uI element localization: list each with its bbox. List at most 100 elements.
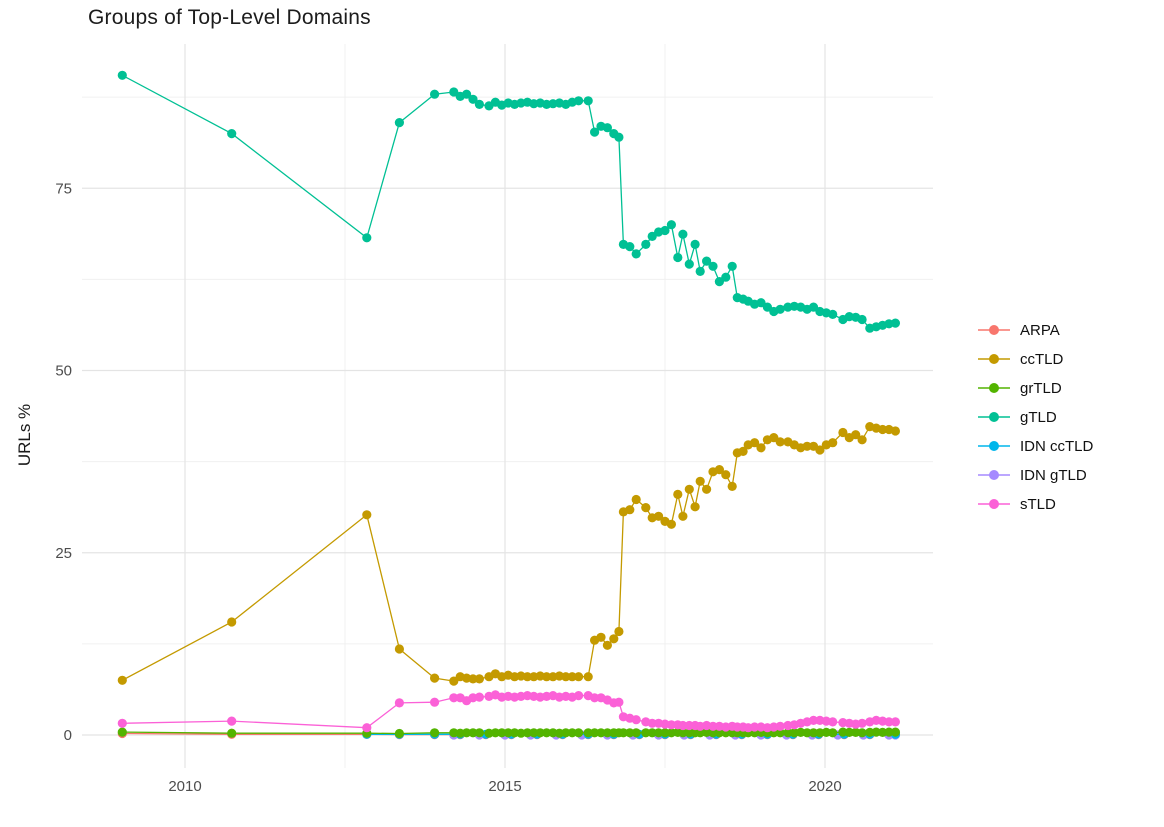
data-point	[602, 640, 613, 650]
data-point	[775, 437, 785, 447]
legend-item-grtld: grTLD	[977, 377, 1093, 399]
data-point	[857, 718, 867, 728]
data-point	[750, 438, 760, 448]
data-point	[857, 435, 867, 445]
data-point	[775, 304, 785, 314]
data-point	[673, 252, 683, 263]
data-point	[462, 89, 472, 99]
data-point	[474, 692, 484, 702]
data-point	[808, 728, 819, 738]
data-point	[227, 129, 237, 139]
data-point	[802, 441, 812, 451]
data-point	[567, 672, 577, 682]
data-point	[890, 426, 901, 436]
data-point	[695, 476, 705, 486]
x-tick-label: 2015	[488, 778, 521, 795]
data-point	[574, 691, 584, 701]
data-point	[815, 445, 825, 455]
legend-marker-icon	[978, 470, 1010, 480]
series-stld	[117, 690, 901, 733]
data-point	[625, 728, 635, 738]
data-point	[857, 314, 867, 325]
data-point	[844, 727, 854, 738]
data-point	[828, 438, 838, 448]
legend-marker-icon	[978, 354, 1010, 364]
data-point	[890, 318, 901, 328]
data-point	[708, 261, 718, 271]
data-point	[430, 697, 440, 707]
data-point	[474, 728, 484, 738]
data-point	[714, 277, 725, 287]
series-grtld	[117, 727, 901, 739]
data-point	[625, 505, 635, 515]
data-point	[678, 229, 688, 239]
y-tick-label: 75	[55, 180, 72, 197]
data-point	[727, 481, 737, 491]
data-point	[430, 89, 440, 99]
data-point	[838, 427, 848, 438]
data-point	[738, 446, 748, 456]
data-point	[394, 644, 404, 654]
data-point	[503, 728, 513, 738]
data-point	[660, 728, 670, 738]
legend-label: IDN gTLD	[1020, 466, 1087, 484]
data-point	[857, 728, 867, 738]
data-point	[362, 233, 372, 243]
data-point	[583, 96, 593, 106]
data-point	[561, 672, 571, 682]
data-point	[583, 672, 593, 682]
data-point	[647, 718, 657, 728]
data-point	[641, 239, 651, 249]
data-point	[522, 728, 533, 738]
data-point	[227, 617, 237, 627]
data-point	[727, 261, 737, 271]
data-point	[702, 484, 712, 494]
data-point	[117, 70, 127, 80]
data-point	[631, 249, 641, 259]
legend: ARPA ccTLD grTLD gTLD IDN ccTLD IDN gTLD sTLD	[977, 319, 1093, 515]
data-point	[596, 632, 606, 642]
data-point	[808, 715, 819, 726]
legend-item-cctld: ccTLD	[977, 348, 1093, 370]
data-point	[574, 728, 584, 738]
data-point	[394, 728, 404, 739]
y-tick-label: 0	[64, 727, 72, 744]
legend-marker-icon	[978, 499, 1010, 509]
data-point	[690, 502, 700, 512]
data-point	[602, 123, 613, 133]
data-point	[614, 132, 624, 142]
series-cctld	[117, 422, 901, 686]
data-point	[654, 728, 664, 738]
data-point	[590, 728, 600, 738]
legend-marker-icon	[978, 383, 1010, 393]
chart-title: Groups of Top-Level Domains	[88, 6, 371, 29]
data-point	[474, 674, 484, 684]
data-point	[678, 720, 688, 731]
data-point	[756, 443, 766, 453]
data-point	[227, 716, 237, 726]
data-point	[394, 118, 404, 128]
data-point	[708, 721, 718, 731]
data-point	[362, 723, 372, 733]
data-point	[449, 676, 459, 686]
data-point	[673, 489, 683, 499]
legend-item-stld: sTLD	[977, 493, 1093, 515]
data-point	[828, 309, 838, 319]
data-point	[614, 626, 624, 637]
legend-label: ARPA	[1020, 321, 1060, 339]
data-point	[430, 673, 440, 683]
gridlines	[82, 44, 933, 768]
data-point	[802, 728, 812, 738]
data-point	[542, 728, 552, 738]
data-point	[567, 728, 577, 738]
data-point	[631, 715, 641, 725]
legend-marker-icon	[978, 325, 1010, 335]
legend-item-gtld: gTLD	[977, 406, 1093, 428]
data-point	[468, 674, 478, 684]
data-point	[714, 728, 725, 738]
data-point	[227, 728, 237, 738]
data-point	[721, 470, 731, 480]
legend-label: gTLD	[1020, 408, 1057, 426]
